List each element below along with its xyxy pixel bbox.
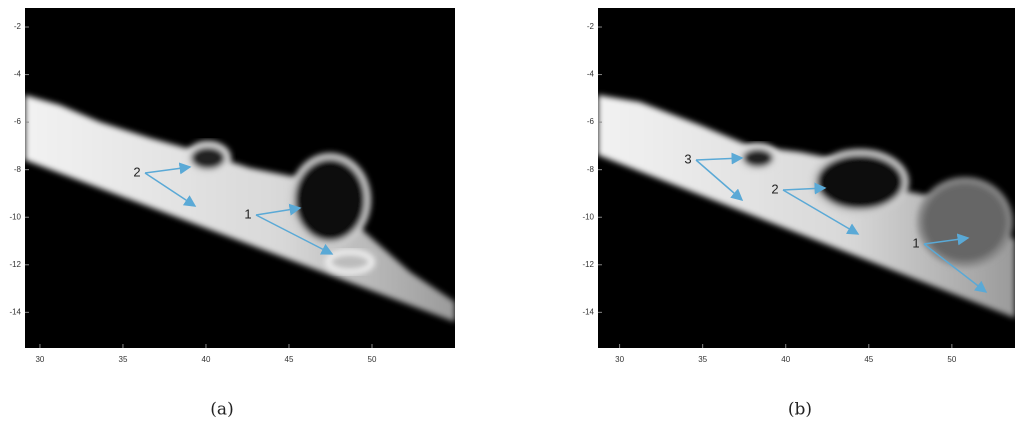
annotation-arrow xyxy=(923,233,970,246)
vortex xyxy=(737,143,779,173)
x-tick-label: 50 xyxy=(947,355,956,364)
y-tick-label: -12 xyxy=(9,260,21,269)
y-tick-label: -6 xyxy=(587,117,595,126)
panel: 30 35 40 45 50 -2 -4 -6 -8 -10 -12 -14 3 2 1 (b) xyxy=(582,8,1015,420)
annotation-label: 2 xyxy=(133,164,140,179)
annotation-arrow xyxy=(782,189,860,235)
flow-image xyxy=(598,95,1015,318)
vortex xyxy=(325,249,375,275)
x-tick-label: 50 xyxy=(368,355,377,364)
x-tick-label: 35 xyxy=(698,355,707,364)
x-tick-label: 30 xyxy=(35,355,44,364)
vortex xyxy=(811,149,909,215)
caption: (b) xyxy=(788,400,812,420)
vortex xyxy=(289,153,371,247)
x-tick-label: 40 xyxy=(781,355,790,364)
y-tick-label: -2 xyxy=(14,22,22,31)
annotation-arrow xyxy=(695,152,744,165)
annotation-label: 3 xyxy=(684,151,691,166)
y-tick-label: -10 xyxy=(582,212,594,221)
y-tick-label: -4 xyxy=(14,70,22,79)
y-tick-label: -6 xyxy=(14,117,22,126)
y-tick-label: -2 xyxy=(587,22,595,31)
y-tick-label: -14 xyxy=(582,307,594,316)
y-tick-label: -14 xyxy=(9,307,21,316)
x-tick-label: 40 xyxy=(202,355,211,364)
caption: (a) xyxy=(210,400,233,420)
annotation-arrow xyxy=(695,159,744,201)
vortex xyxy=(185,141,231,175)
vortex xyxy=(917,177,1013,267)
y-tick-label: -4 xyxy=(587,70,595,79)
annotation-arrow xyxy=(144,162,192,175)
annotation-arrow xyxy=(923,243,988,293)
annotation-label: 1 xyxy=(912,235,919,250)
y-tick-label: -8 xyxy=(14,165,22,174)
x-tick-label: 45 xyxy=(285,355,294,364)
annotation-label: 2 xyxy=(771,181,778,196)
annotation-arrow xyxy=(255,203,302,216)
annotation-label: 1 xyxy=(244,206,251,221)
y-tick-label: -12 xyxy=(582,260,594,269)
y-tick-label: -10 xyxy=(9,212,21,221)
annotation-arrow xyxy=(144,172,197,207)
x-tick-label: 35 xyxy=(119,355,128,364)
x-tick-label: 30 xyxy=(615,355,624,364)
annotation-arrow xyxy=(782,182,827,195)
annotation-arrow xyxy=(255,214,334,255)
gravity-current xyxy=(598,95,1015,318)
flow-image xyxy=(25,95,455,322)
panel: 30 35 40 45 50 -2 -4 -6 -8 -10 -12 -14 2 1 (a) xyxy=(9,8,455,420)
y-tick-label: -8 xyxy=(587,165,595,174)
x-tick-label: 45 xyxy=(864,355,873,364)
